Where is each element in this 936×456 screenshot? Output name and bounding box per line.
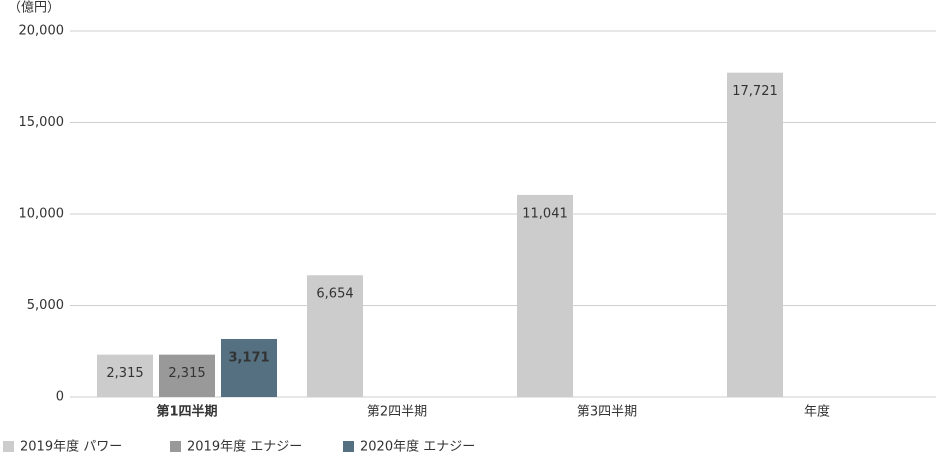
value-label: 17,721 — [732, 84, 778, 99]
legend-swatch — [343, 441, 354, 452]
y-tick-label: 15,000 — [19, 115, 65, 130]
y-axis-label: （億円） — [8, 0, 60, 16]
bar — [517, 194, 573, 397]
value-label: 2,315 — [168, 366, 205, 381]
bar — [221, 338, 277, 397]
x-tick-label: 第2四半期 — [367, 405, 427, 420]
y-tick-label: 0 — [56, 390, 64, 405]
bar — [727, 72, 783, 398]
value-label: 2,315 — [106, 366, 143, 381]
legend-swatch — [3, 441, 14, 452]
value-label: 11,041 — [522, 206, 568, 221]
value-label: 6,654 — [316, 287, 353, 302]
x-tick-label: 第3四半期 — [577, 405, 637, 420]
x-tick-label: 年度 — [804, 404, 830, 420]
bar — [307, 275, 363, 397]
legend-label: 2019年度 パワー — [20, 439, 122, 455]
bar — [159, 354, 215, 397]
legend-label: 2020年度 エナジー — [360, 439, 475, 455]
x-tick-label: 第1四半期 — [156, 404, 217, 420]
y-tick-label: 10,000 — [19, 207, 65, 222]
y-tick-label: 5,000 — [27, 298, 64, 313]
value-label: 3,171 — [228, 350, 269, 365]
y-tick-label: 20,000 — [19, 24, 65, 39]
legend-swatch — [170, 441, 181, 452]
legend-label: 2019年度 エナジー — [187, 439, 302, 455]
bar — [97, 354, 153, 397]
